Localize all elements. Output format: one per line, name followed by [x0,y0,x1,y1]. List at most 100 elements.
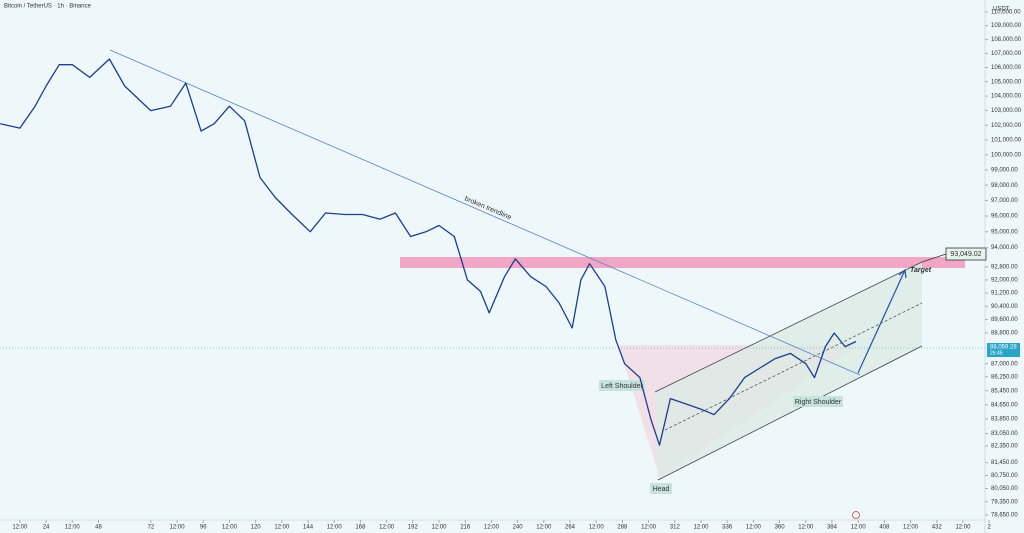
x-tick-label: 96 [200,525,207,531]
y-tick-label: 83,850.00 [991,417,1018,423]
y-tick-label: 85,450.00 [991,388,1018,394]
y-tick-label: 96,000.00 [991,214,1018,220]
y-tick-label: 79,350.00 [991,499,1018,505]
x-tick-label: 12:00 [222,525,238,531]
y-tick-label: 91,200.00 [991,291,1018,297]
x-tick-label: 120 [251,525,262,531]
x-tick-label: 216 [460,525,471,531]
y-tick-label: 84,650.00 [991,402,1018,408]
x-tick-label: 12:00 [851,525,867,531]
resistance-zone [400,257,965,268]
y-tick-label: 104,000.00 [991,94,1022,100]
x-tick-label: 12:00 [484,525,500,531]
last-price: 88,059.28 [990,345,1017,351]
x-tick-label: 12:00 [798,525,814,531]
y-tick-label: 94,000.00 [991,245,1018,251]
x-tick-label: 12:00 [903,525,919,531]
x-tick-label: 12:00 [379,525,395,531]
y-tick-label: 87,000.00 [991,361,1018,367]
unit-label: USDT [993,7,1010,13]
y-tick-label: 107,000.00 [991,51,1022,57]
x-tick-label: 168 [355,525,366,531]
head-box [650,483,672,494]
left-shoulder-label: Left Shoulder [601,383,643,390]
target-label: Target [910,267,932,274]
x-tick-label: 144 [303,525,314,531]
y-tick-label: 88,800.00 [991,331,1018,337]
x-tick-label: 312 [670,525,681,531]
target-price-box [945,247,987,261]
x-tick-label: 408 [879,525,890,531]
y-tick-label: 82,350.00 [991,444,1018,450]
x-tick-label: 192 [408,525,419,531]
x-tick-label: 48 [95,525,102,531]
marks [0,58,857,446]
x-tick-label: 2 [987,525,991,531]
y-tick-label: 100,000.00 [991,152,1022,158]
y-tick-label: 108,000.00 [991,37,1022,43]
x-tick-label: 12:00 [274,525,290,531]
countdown: 26:45 [990,350,1003,356]
y-tick-label: 109,000.00 [991,23,1022,29]
y-tick-label: 103,000.00 [991,108,1022,114]
y-tick-label: 90,400.00 [991,304,1018,310]
y-tick-label: 98,000.00 [991,183,1018,189]
x-tick-label: 12:00 [170,525,186,531]
y-tick-label: 105,000.00 [991,79,1022,85]
target-price: 93,049.02 [950,251,981,258]
y-tick-label: 110,000.00 [991,10,1021,16]
event-icon [852,511,860,519]
x-tick-label: 12:00 [955,525,971,531]
x-tick-label: 12:00 [12,525,28,531]
y-tick-label: 101,000.00 [991,138,1022,144]
y-tick-label: 81,450.00 [991,460,1018,466]
x-tick-label: 12:00 [536,525,552,531]
y-tick-label: 102,000.00 [991,123,1022,129]
last-price-box [987,343,1020,357]
chart-title: Bitcoin / TetherUS · 1h · Binance [4,4,92,10]
x-tick-label: 12:00 [746,525,762,531]
y-tick-label: 92,000.00 [991,277,1018,283]
x-tick-label: 432 [932,525,943,531]
x-tick-label: 288 [617,525,628,531]
target-connector [921,253,947,263]
y-tick-label: 106,000.00 [991,65,1022,71]
y-tick-label: 86,250.00 [991,374,1018,380]
channel-lower [657,345,923,481]
arrow-head [898,268,907,279]
x-tick-label: 360 [775,525,786,531]
x-tick-label: 264 [565,525,576,531]
left-shoulder-box [599,380,645,391]
x-tick-label: 24 [43,525,50,531]
y-tick-label: 92,800.00 [991,265,1018,271]
x-tick-label: 336 [722,525,733,531]
y-tick-label: 78,650.00 [991,513,1018,519]
y-tick-label: 95,000.00 [991,229,1018,235]
y-tick-label: 80,050.00 [991,486,1018,492]
right-shoulder-box [793,396,843,407]
y-tick-label: 99,000.00 [991,168,1018,174]
trendline [109,49,861,376]
y-tick-label: 83,050.00 [991,431,1018,437]
channel-upper [654,261,923,393]
channel-mid [664,302,923,431]
head-label: Head [653,486,670,493]
x-tick-label: 12:00 [641,525,657,531]
x-tick-label: 12:00 [327,525,343,531]
y-tick-label: 80,750.00 [991,473,1018,479]
x-tick-label: 12:00 [432,525,448,531]
y-tick-label: 89,600.00 [991,317,1018,323]
projection-arrow [857,269,906,374]
x-tick-label: 240 [513,525,524,531]
right-shoulder-label: Right Shoulder [795,399,842,406]
x-tick-label: 12:00 [589,525,605,531]
x-tick-label: 384 [827,525,838,531]
x-tick-label: 12:00 [693,525,709,531]
channel-area [655,262,922,480]
y-tick-label: 97,000.00 [991,198,1018,204]
x-tick-label: 72 [148,525,155,531]
price-line [0,58,857,446]
x-tick-label: 12:00 [65,525,81,531]
